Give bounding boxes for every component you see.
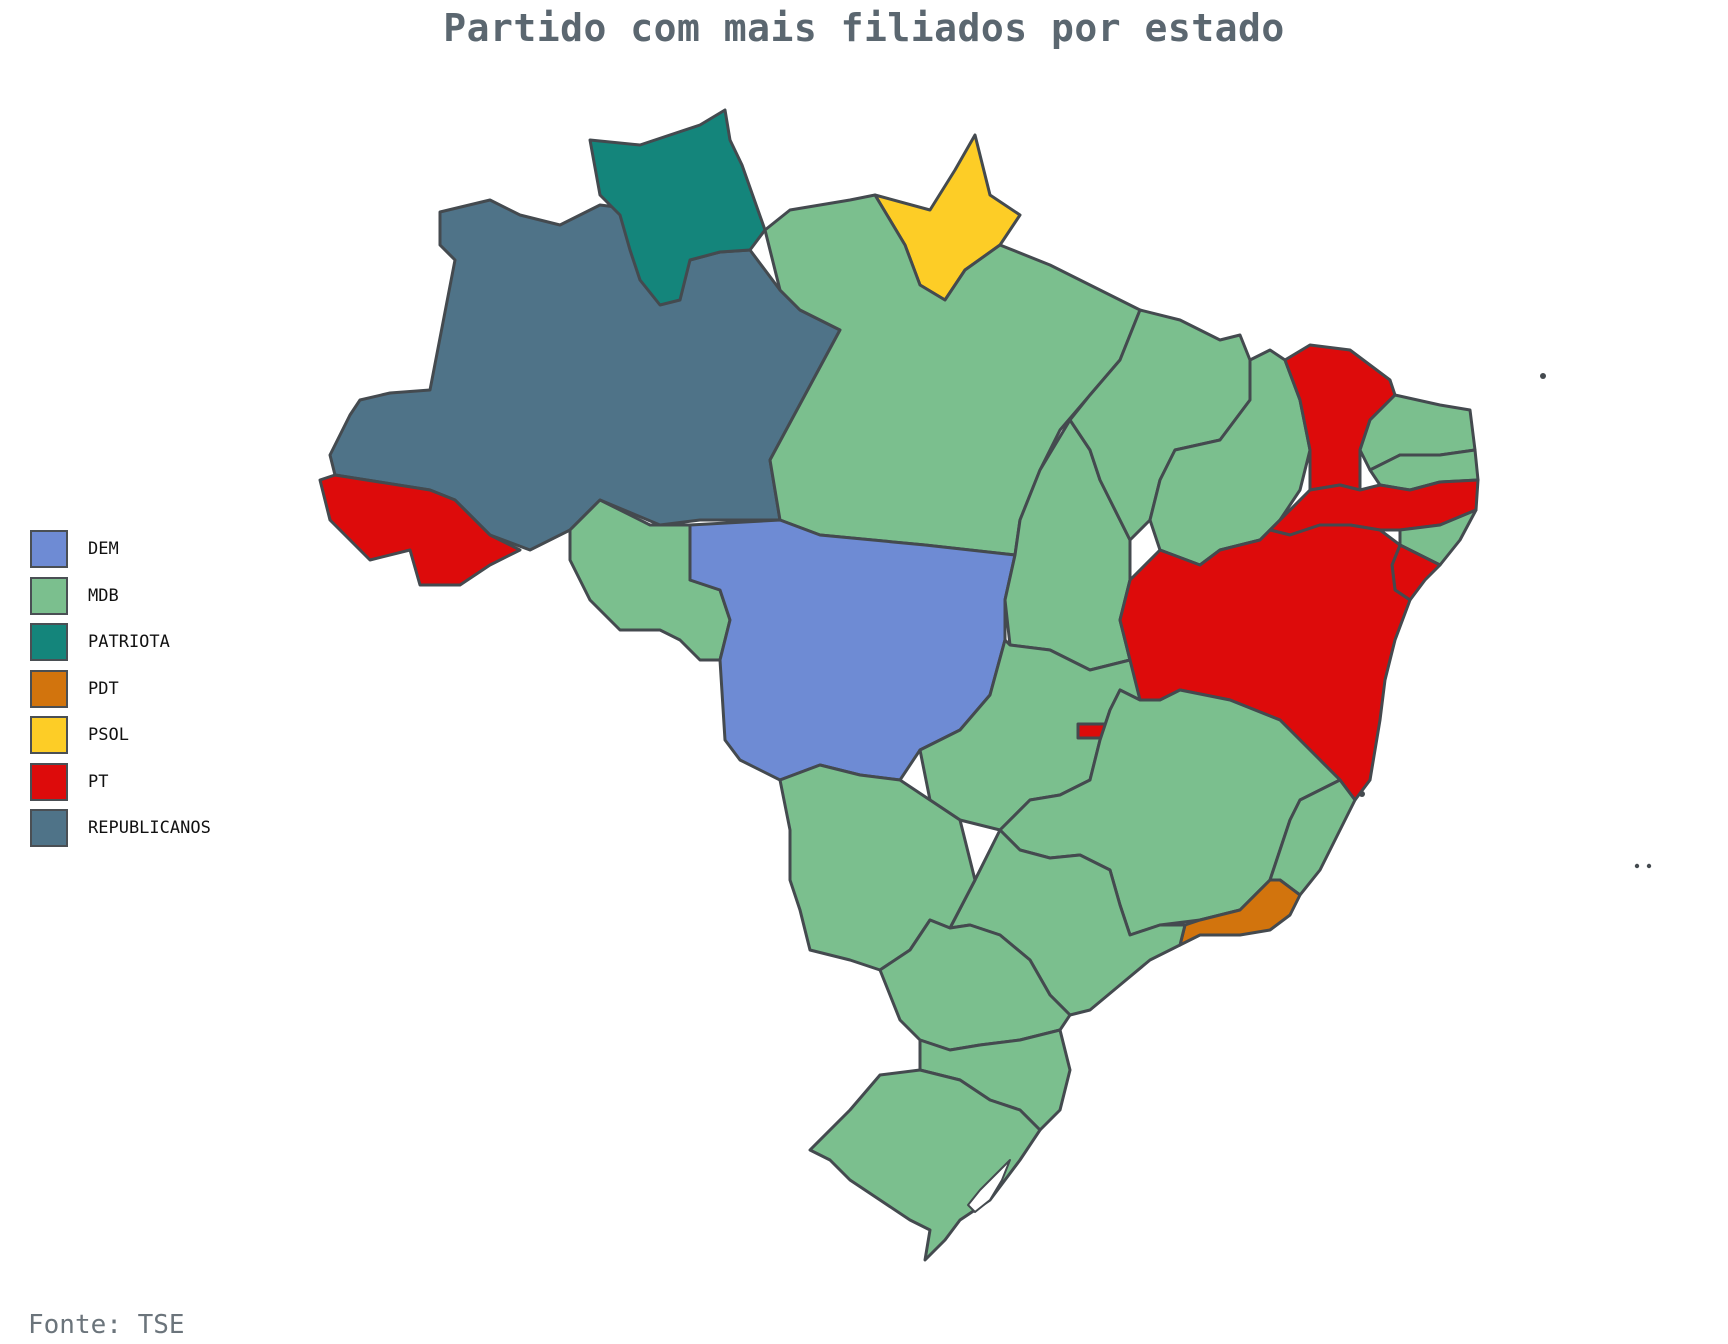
legend-label: PATRIOTA: [88, 632, 170, 653]
legend-swatch: [30, 809, 68, 848]
legend-item[interactable]: DEM: [30, 526, 211, 573]
legend-swatch: [30, 576, 68, 615]
legend-swatch: [30, 716, 68, 755]
legend-item[interactable]: PDT: [30, 666, 211, 713]
legend-item[interactable]: MDB: [30, 573, 211, 620]
legend-label: MDB: [88, 585, 119, 606]
state-RR[interactable]: [588, 108, 767, 307]
legend-swatch: [30, 762, 68, 801]
map-title: Partido com mais filiados por estado: [443, 6, 1285, 50]
lagoa-dos-patos: [967, 1159, 1011, 1213]
state-RJ[interactable]: [1178, 878, 1302, 947]
island-dot: [1634, 863, 1640, 869]
island-dot: [1359, 791, 1365, 797]
legend-swatch: [30, 669, 68, 708]
state-RS[interactable]: [808, 1068, 1042, 1262]
legend-swatch: [30, 623, 68, 662]
legend-label: PSOL: [88, 725, 129, 746]
legend-label: REPUBLICANOS: [88, 818, 211, 839]
legend-item[interactable]: REPUBLICANOS: [30, 805, 211, 852]
legend-swatch: [30, 530, 68, 569]
legend-label: PT: [88, 771, 109, 792]
legend-item[interactable]: PATRIOTA: [30, 619, 211, 666]
state-AC[interactable]: [318, 473, 522, 587]
island-dot: [1646, 863, 1652, 869]
legend-item[interactable]: PSOL: [30, 712, 211, 759]
legend: DEM MDB PATRIOTA PDT PSOL PT REPUBLICANOS: [30, 526, 211, 852]
legend-item[interactable]: PT: [30, 759, 211, 806]
legend-label: DEM: [88, 539, 119, 560]
island-dot: [1540, 373, 1546, 379]
legend-label: PDT: [88, 678, 119, 699]
source-note: Fonte: TSE: [28, 1310, 185, 1340]
